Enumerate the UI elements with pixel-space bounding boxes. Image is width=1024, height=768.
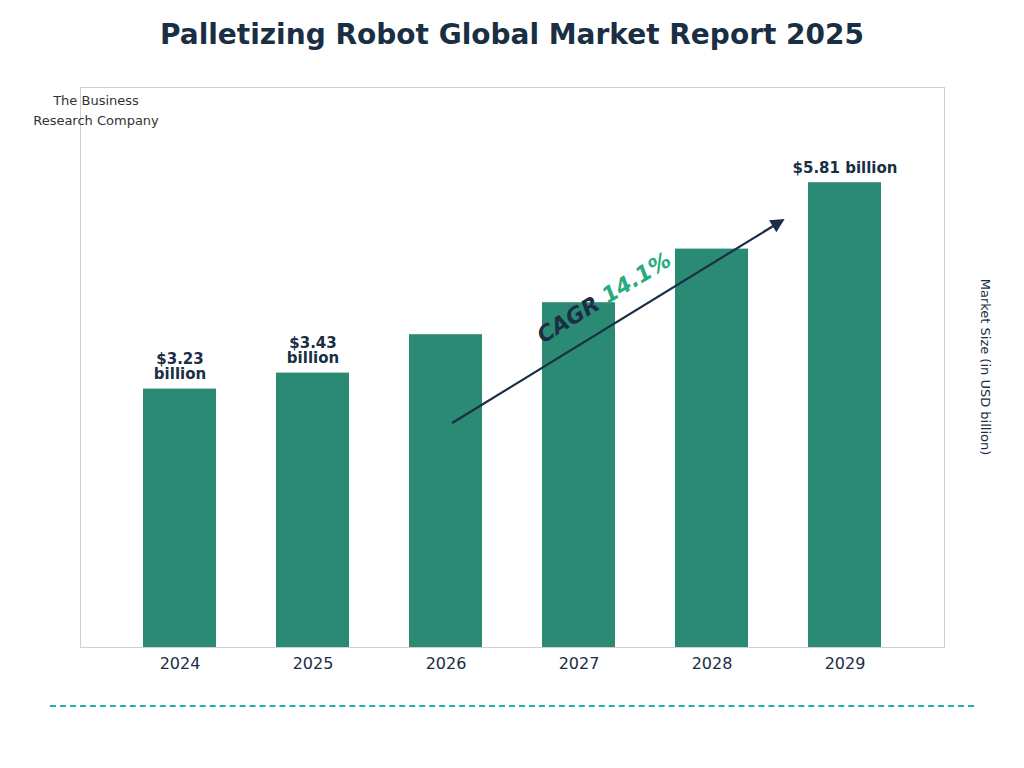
svg-text:2029: 2029 xyxy=(825,654,866,673)
svg-text:2026: 2026 xyxy=(426,654,467,673)
svg-text:$5.81 billion: $5.81 billion xyxy=(793,159,898,177)
svg-text:2028: 2028 xyxy=(692,654,733,673)
svg-text:CAGR 14.1%: CAGR 14.1% xyxy=(533,247,676,348)
svg-text:$3.43billion: $3.43billion xyxy=(287,334,339,367)
html-text:Palletizing Robot Global Marke: Palletizing Robot Global Market Report 2… xyxy=(160,18,864,51)
svg-text:2025: 2025 xyxy=(293,654,334,673)
svg-text:The BusinessResearch Company: The BusinessResearch Company xyxy=(33,93,159,128)
svg-text:2024: 2024 xyxy=(160,654,201,673)
svg-text:Market Size (in USD billion): Market Size (in USD billion) xyxy=(978,279,993,456)
svg-text:2027: 2027 xyxy=(559,654,600,673)
svg-text:$3.23billion: $3.23billion xyxy=(154,350,206,383)
